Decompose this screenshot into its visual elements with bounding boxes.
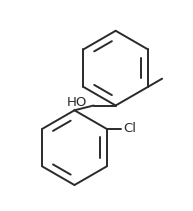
Text: Cl: Cl xyxy=(124,122,136,135)
Text: HO: HO xyxy=(67,96,87,109)
